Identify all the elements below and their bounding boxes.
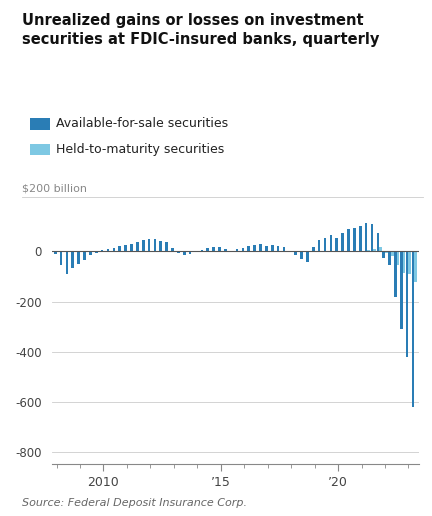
Bar [388,251,391,265]
Bar [341,233,344,251]
Bar [300,251,303,259]
Bar [107,249,109,251]
Bar [294,251,297,255]
Text: Held-to-maturity securities: Held-to-maturity securities [56,143,224,156]
Bar [324,238,326,251]
Bar [368,250,370,251]
Bar [403,251,405,273]
Bar [385,251,388,253]
Bar [224,249,227,251]
Bar [318,240,321,251]
Bar [66,251,68,274]
Bar [95,251,98,253]
Bar [271,245,273,251]
Bar [359,227,362,251]
Bar [130,244,133,251]
Bar [312,247,314,251]
Bar [253,245,256,251]
Bar [265,246,268,251]
Bar [142,240,145,251]
Bar [365,223,368,251]
Bar [30,144,50,155]
Bar [353,229,356,251]
Text: Unrealized gains or losses on investment
securities at FDIC-insured banks, quart: Unrealized gains or losses on investment… [22,13,379,47]
Bar [414,251,417,282]
Bar [212,247,215,251]
Bar [83,251,86,260]
Bar [136,242,139,251]
Bar [171,248,174,251]
Bar [89,251,92,255]
Text: Source: Federal Deposit Insurance Corp.: Source: Federal Deposit Insurance Corp. [22,498,247,508]
Bar [397,251,400,265]
Bar [283,247,285,251]
Text: $200 billion: $200 billion [22,184,86,194]
Bar [165,242,168,251]
Bar [248,247,250,251]
Bar [259,245,262,251]
Bar [347,230,350,251]
Bar [177,251,180,253]
Bar [277,246,280,251]
Bar [406,251,409,357]
Bar [60,251,62,265]
Bar [391,251,394,256]
Bar [113,248,115,251]
Bar [236,249,238,251]
Text: Available-for-sale securities: Available-for-sale securities [56,117,228,131]
Bar [148,239,150,251]
Bar [382,251,385,258]
Bar [77,251,80,264]
Bar [241,248,244,251]
Bar [30,118,50,130]
Bar [400,251,403,329]
Bar [373,249,376,251]
Bar [183,251,186,255]
Bar [412,251,414,407]
Bar [330,235,332,251]
Bar [394,251,397,297]
Bar [218,247,221,251]
Bar [118,247,121,251]
Bar [336,238,338,251]
Bar [124,245,127,251]
Bar [189,251,191,254]
Bar [200,250,203,251]
Bar [371,224,373,251]
Bar [101,250,103,251]
Bar [159,241,162,251]
Bar [306,251,309,262]
Bar [377,233,379,251]
Bar [54,251,57,254]
Bar [71,251,74,268]
Bar [206,249,209,251]
Bar [154,239,156,251]
Bar [409,251,411,274]
Bar [379,247,382,251]
